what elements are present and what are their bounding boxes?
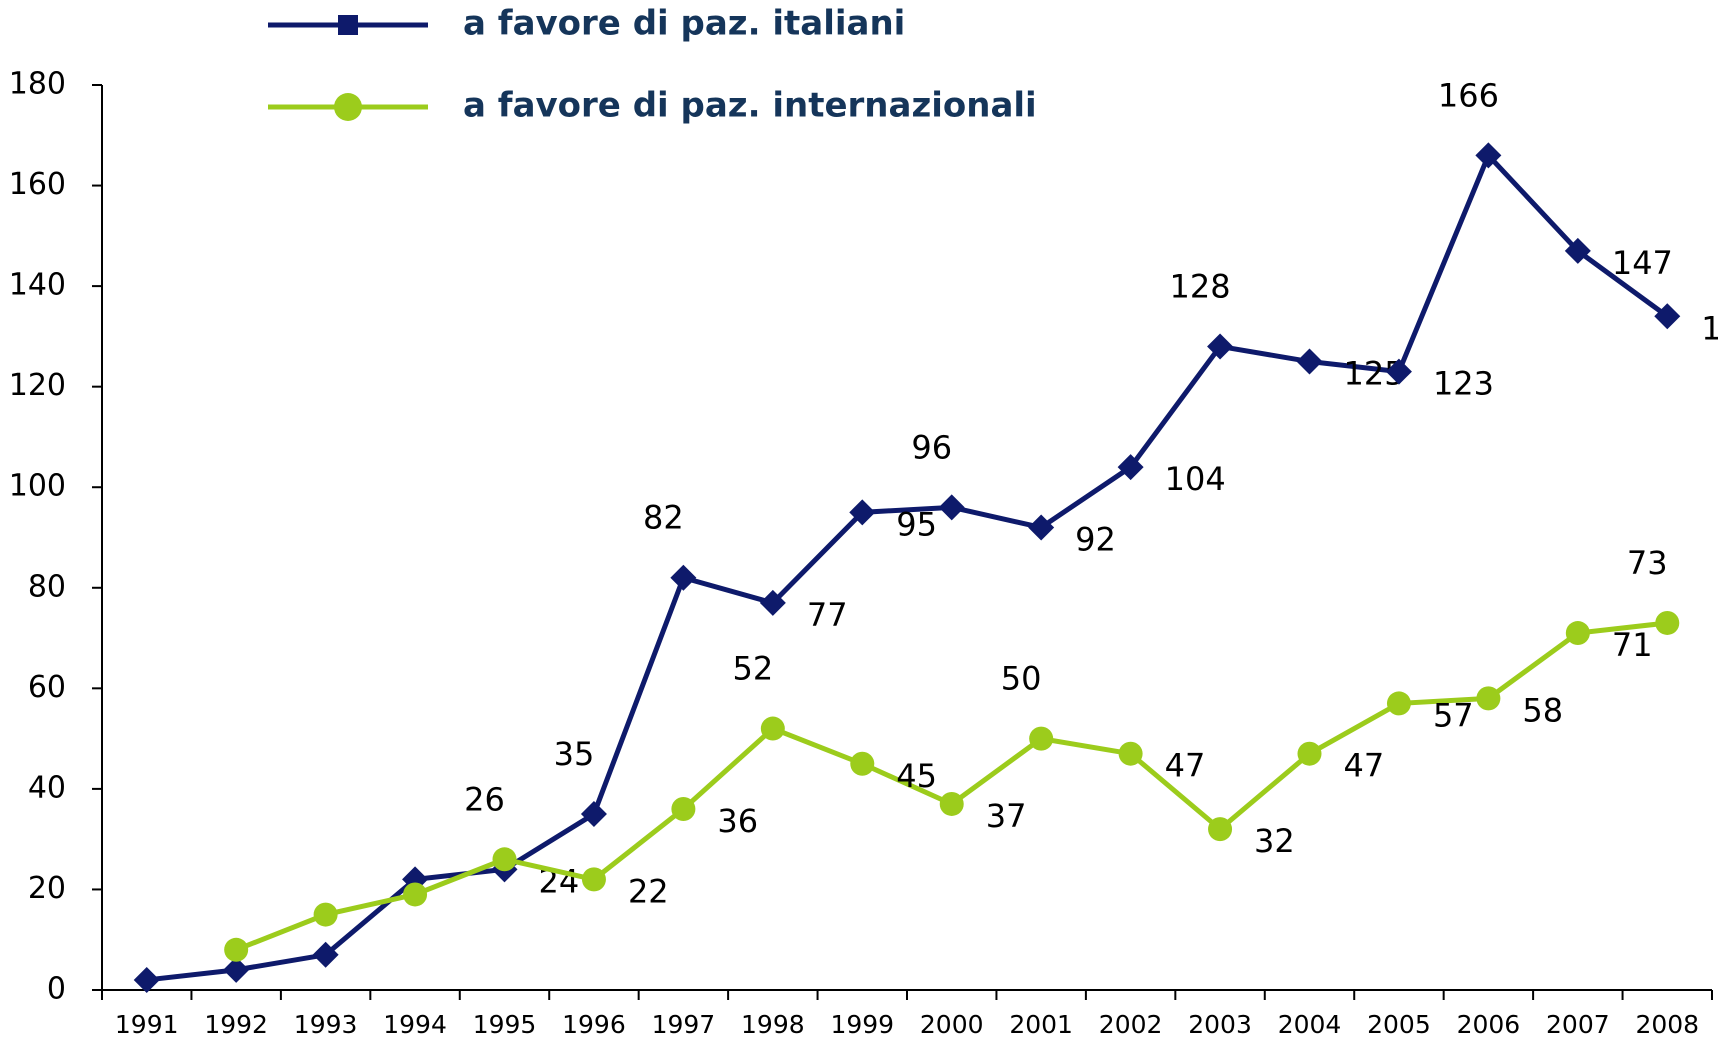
data-label: 58 [1522,691,1563,729]
data-label: 96 [911,428,952,466]
data-label: 26 [464,780,505,818]
legend-label: a favore di paz. italiani [463,4,905,44]
x-tick-label: 2004 [1278,1010,1342,1039]
x-tick-label: 2001 [1009,1010,1073,1039]
data-label: 82 [643,499,684,537]
data-label: 32 [1254,822,1295,860]
marker [492,847,517,872]
y-tick-label: 40 [28,770,66,805]
marker [1207,333,1234,360]
x-tick-label: 2000 [920,1010,984,1039]
data-label: 35 [554,735,595,773]
marker [850,751,875,776]
marker [849,499,876,526]
data-label: 37 [986,797,1027,835]
marker [1117,454,1144,481]
marker [939,791,964,816]
marker [760,716,785,741]
marker [224,937,249,962]
data-label: 123 [1433,365,1494,403]
x-tick-label: 2005 [1367,1010,1431,1039]
marker [759,589,786,616]
marker [1297,741,1322,766]
x-tick-label: 1994 [383,1010,447,1039]
marker [313,902,338,927]
marker [1476,686,1501,711]
marker [1475,142,1502,169]
data-label: 57 [1433,696,1474,734]
marker [1385,358,1412,385]
marker [1296,348,1323,375]
data-label: 92 [1075,520,1116,558]
series-line [146,150,1669,983]
data-label: 47 [1165,747,1206,785]
data-label: 47 [1344,747,1385,785]
x-tick-label: 2003 [1188,1010,1252,1039]
data-label: 45 [896,757,937,795]
marker [403,882,428,907]
x-tick-label: 2002 [1099,1010,1163,1039]
data-label: 77 [807,596,848,634]
y-tick-label: 0 [47,972,66,1007]
data-label: 128 [1170,267,1231,305]
legend-marker [338,15,358,35]
marker [1565,621,1590,646]
data-label: 166 [1438,76,1499,114]
series-line [235,620,1668,953]
marker [580,801,607,828]
legend-marker [334,93,362,121]
x-tick-label: 2008 [1635,1010,1699,1039]
marker [1118,741,1143,766]
x-tick-label: 1998 [741,1010,805,1039]
y-tick-label: 160 [9,167,66,202]
y-tick-label: 120 [9,368,66,403]
marker [223,956,250,983]
y-tick-label: 80 [28,569,66,604]
marker [1386,691,1411,716]
data-label: 71 [1612,626,1653,664]
x-tick-label: 1996 [562,1010,626,1039]
marker [133,966,160,993]
x-tick-label: 1999 [830,1010,894,1039]
marker [581,867,606,892]
x-tick-label: 1991 [115,1010,179,1039]
marker [1655,610,1680,635]
x-tick-label: 1992 [204,1010,268,1039]
x-tick-label: 1997 [652,1010,716,1039]
data-label: 50 [1001,660,1042,698]
marker [1028,514,1055,541]
x-tick-label: 1993 [294,1010,358,1039]
x-tick-label: 1995 [473,1010,537,1039]
y-tick-label: 140 [9,268,66,303]
marker [312,941,339,968]
y-tick-label: 60 [28,670,66,705]
marker [938,494,965,521]
marker [1654,303,1681,330]
y-tick-label: 20 [28,871,66,906]
data-label: 104 [1165,460,1226,498]
marker [1564,237,1591,264]
x-tick-label: 2007 [1546,1010,1610,1039]
marker [670,564,697,591]
y-tick-label: 180 [9,67,66,102]
data-label: 95 [896,505,937,543]
data-label: 134 [1701,309,1718,347]
marker [1029,726,1054,751]
data-label: 36 [717,802,758,840]
legend-label: a favore di paz. internazionali [463,86,1037,126]
x-tick-label: 2006 [1457,1010,1521,1039]
y-tick-label: 100 [9,469,66,504]
marker [671,797,696,821]
data-label: 73 [1627,544,1668,582]
data-label: 22 [628,872,669,910]
data-label: 147 [1612,244,1673,282]
marker [1208,817,1233,842]
data-label: 52 [732,650,773,688]
